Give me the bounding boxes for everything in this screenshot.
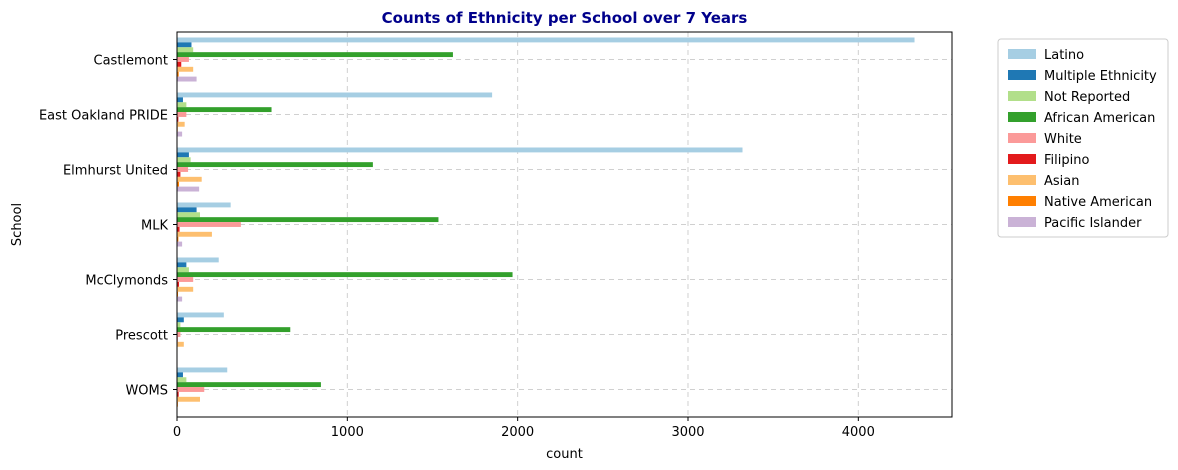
legend-label: Asian (1044, 174, 1079, 189)
bar (177, 152, 189, 158)
legend-label: White (1044, 132, 1082, 147)
bar (177, 291, 179, 297)
bar (177, 116, 179, 122)
x-tick-label: 3000 (671, 425, 704, 440)
legend-swatch (1008, 217, 1036, 227)
bar (177, 76, 197, 82)
bar (177, 286, 194, 292)
bar (177, 61, 182, 67)
y-tick-label: Prescott (115, 329, 168, 344)
bar (177, 332, 181, 337)
x-tick-label: 4000 (842, 425, 875, 440)
bar (177, 382, 321, 388)
y-tick-label: WOMS (125, 384, 168, 399)
x-tick-label: 1000 (331, 425, 364, 440)
bar (177, 296, 183, 302)
bar (177, 121, 185, 127)
legend-label: African American (1044, 111, 1155, 126)
bar (177, 272, 513, 278)
bar (177, 277, 194, 282)
bar (177, 267, 189, 273)
x-tick-label: 2000 (501, 425, 534, 440)
bar (177, 92, 493, 98)
bar (177, 387, 205, 392)
bar (177, 222, 241, 227)
bar (177, 367, 228, 373)
bar (177, 217, 439, 223)
legend-swatch (1008, 70, 1036, 80)
legend-swatch (1008, 112, 1036, 122)
x-axis-label: count (546, 447, 583, 462)
bar (177, 131, 183, 137)
legend-swatch (1008, 91, 1036, 101)
bar (177, 396, 200, 402)
legend-label: Pacific Islander (1044, 216, 1142, 231)
bar (177, 372, 183, 378)
bar (177, 147, 743, 153)
bar (177, 167, 189, 172)
bar (177, 52, 453, 58)
bar (177, 171, 181, 177)
bar (177, 47, 194, 53)
x-tick-label: 0 (173, 425, 181, 440)
bar (177, 257, 219, 263)
bar (177, 202, 231, 208)
bar (177, 157, 191, 163)
bar (177, 66, 194, 72)
bar (177, 341, 184, 347)
legend-swatch (1008, 133, 1036, 143)
bar (177, 322, 181, 328)
legend-label: Filipino (1044, 153, 1089, 168)
legend-box (997, 38, 1169, 238)
bar (177, 181, 180, 187)
bar (177, 212, 200, 218)
bar (177, 231, 212, 237)
legend-swatch (1008, 49, 1036, 59)
bar (177, 42, 192, 48)
legend-swatch (1008, 175, 1036, 185)
bar (177, 162, 373, 168)
legend-label: Not Reported (1044, 90, 1130, 105)
y-tick-label: MLK (141, 219, 168, 234)
bar (177, 241, 183, 247)
y-tick-label: McClymonds (85, 274, 168, 289)
bar (177, 327, 291, 333)
y-axis-label: School (10, 203, 25, 246)
legend: Latino Multiple Ethnicity Not Reported Afri… (997, 38, 1169, 238)
legend-label: Native American (1044, 195, 1152, 210)
bar (177, 317, 184, 323)
legend-swatch (1008, 196, 1036, 206)
bar (177, 186, 200, 192)
legend-label: Multiple Ethnicity (1044, 69, 1157, 84)
bar (177, 312, 224, 318)
bar (177, 107, 272, 113)
bar (177, 176, 202, 182)
bar (177, 226, 180, 232)
bar (177, 112, 187, 117)
y-tick-label: Elmhurst United (63, 164, 168, 179)
bar (177, 207, 197, 213)
legend-swatch (1008, 154, 1036, 164)
bar (177, 262, 187, 268)
bar (177, 377, 187, 383)
bar (177, 97, 183, 103)
bar (177, 57, 189, 62)
bar (177, 71, 179, 77)
chart-title: Counts of Ethnicity per School over 7 Ye… (382, 9, 748, 27)
bar (177, 236, 179, 242)
y-tick-label: Castlemont (94, 54, 168, 69)
y-tick-label: East Oakland PRIDE (39, 109, 168, 124)
bar (177, 281, 180, 287)
legend-label: Latino (1044, 48, 1084, 63)
bar (177, 391, 179, 397)
bar (177, 102, 187, 108)
bar (177, 37, 915, 43)
